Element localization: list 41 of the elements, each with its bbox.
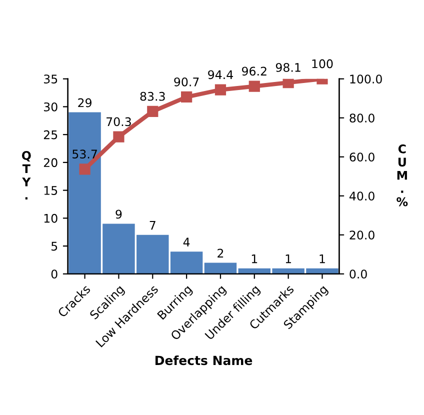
data-label: 2 xyxy=(218,248,224,258)
point xyxy=(79,164,90,175)
y2-tick-label: 40.0 xyxy=(350,192,374,201)
y-tick-label: 15 xyxy=(44,186,58,195)
data-label: 29 xyxy=(78,98,92,108)
data-label: 1 xyxy=(320,254,325,264)
data-label: 98.1 xyxy=(276,63,300,72)
data-label: 70.3 xyxy=(106,117,131,126)
point xyxy=(181,91,192,103)
point xyxy=(214,84,226,96)
point xyxy=(282,78,294,88)
data-label: 1 xyxy=(252,254,258,264)
point xyxy=(147,106,158,117)
y-tick-label: 5 xyxy=(52,242,58,251)
y2-tick-label: 0.0 xyxy=(350,270,367,279)
data-label: 83.3 xyxy=(140,92,165,101)
point xyxy=(113,131,124,142)
y-tick-label: 10 xyxy=(44,214,58,223)
data-label: 94.4 xyxy=(208,70,233,80)
data-label: 7 xyxy=(150,221,156,230)
data-label: 100 xyxy=(312,59,333,68)
y-tick-label: 35 xyxy=(44,74,58,84)
y-tick-label: 25 xyxy=(44,130,58,140)
data-label: 90.7 xyxy=(174,77,199,86)
y2-axis-title: C U M . % xyxy=(396,144,408,206)
y2-tick-label: 60.0 xyxy=(350,152,374,162)
point xyxy=(248,80,260,92)
data-label: 1 xyxy=(286,254,291,264)
data-label: 4 xyxy=(183,238,190,246)
y-axis-title: Q T Y . xyxy=(22,151,31,200)
y2-tick-label: 80.0 xyxy=(350,114,374,123)
y2-tick-label: 20.0 xyxy=(350,230,374,240)
y2-tick-label: 100.0 xyxy=(350,74,382,84)
y-tick-label: 20 xyxy=(44,158,58,168)
x-axis-title: Defects Name xyxy=(155,355,252,366)
y-tick-label: 30 xyxy=(44,102,58,112)
data-label: 96.2 xyxy=(242,66,266,76)
data-label: 53.7 xyxy=(72,150,97,159)
y-tick-label: 0 xyxy=(51,270,58,279)
bar xyxy=(204,262,237,274)
data-label: 9 xyxy=(116,210,122,219)
